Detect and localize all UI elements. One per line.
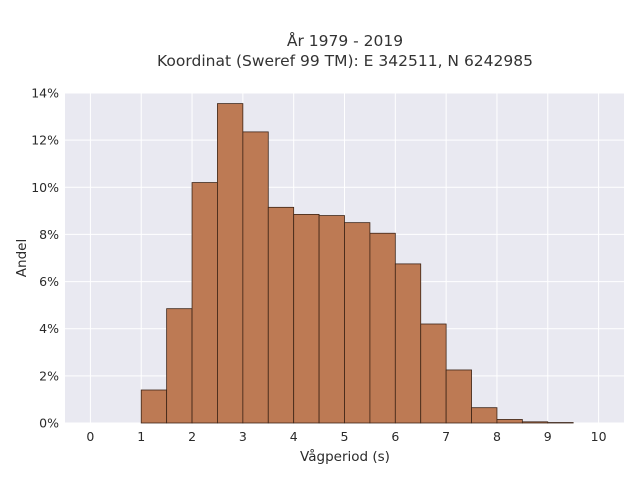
x-tick-label: 6	[391, 429, 399, 444]
histogram-bar	[521, 421, 549, 424]
y-tick-label: 10%	[31, 180, 59, 195]
histogram-bar	[496, 419, 523, 424]
histogram-bar	[394, 263, 422, 424]
histogram-bar	[445, 369, 472, 424]
x-tick-label: 3	[239, 429, 247, 444]
histogram-bar	[420, 323, 447, 424]
x-tick-label: 7	[442, 429, 450, 444]
x-tick-label: 0	[86, 429, 94, 444]
y-tick-label: 8%	[39, 227, 59, 242]
x-axis-title: Vågperiod (s)	[300, 448, 390, 465]
bars	[140, 103, 574, 424]
x-tick-label: 4	[290, 429, 298, 444]
y-tick-label: 2%	[39, 368, 59, 383]
y-tick-label: 12%	[31, 133, 59, 148]
y-axis-title: Andel	[14, 239, 30, 277]
x-tick-label: 5	[341, 429, 349, 444]
chart-title-line-2: Koordinat (Sweref 99 TM): E 342511, N 62…	[157, 52, 533, 70]
x-tick-label: 9	[544, 429, 552, 444]
histogram-bar	[344, 222, 371, 424]
histogram-bar	[318, 215, 345, 424]
histogram-bar	[267, 206, 295, 424]
histogram-bar	[471, 407, 498, 424]
y-tick-label: 4%	[39, 321, 59, 336]
y-tick-label: 14%	[31, 86, 59, 101]
histogram-bar	[217, 103, 244, 424]
histogram-bar	[242, 131, 269, 424]
x-axis-ticks: 0 1 2 3 4 5 6 7 8 9 10	[86, 429, 606, 444]
y-tick-label: 6%	[39, 274, 59, 289]
x-tick-label: 10	[591, 429, 607, 444]
x-tick-label: 2	[188, 429, 196, 444]
histogram-bar	[166, 308, 193, 424]
y-tick-label: 0%	[39, 416, 59, 431]
y-axis-ticks: 0% 2% 4% 6% 8% 10% 12% 14%	[31, 86, 59, 431]
histogram-bar	[293, 213, 320, 424]
histogram-bar	[140, 389, 168, 424]
chart-title-line-1: År 1979 - 2019	[287, 31, 403, 50]
histogram-bar	[369, 232, 396, 424]
x-tick-label: 1	[137, 429, 145, 444]
histogram-bar	[191, 182, 218, 424]
x-tick-label: 8	[493, 429, 501, 444]
